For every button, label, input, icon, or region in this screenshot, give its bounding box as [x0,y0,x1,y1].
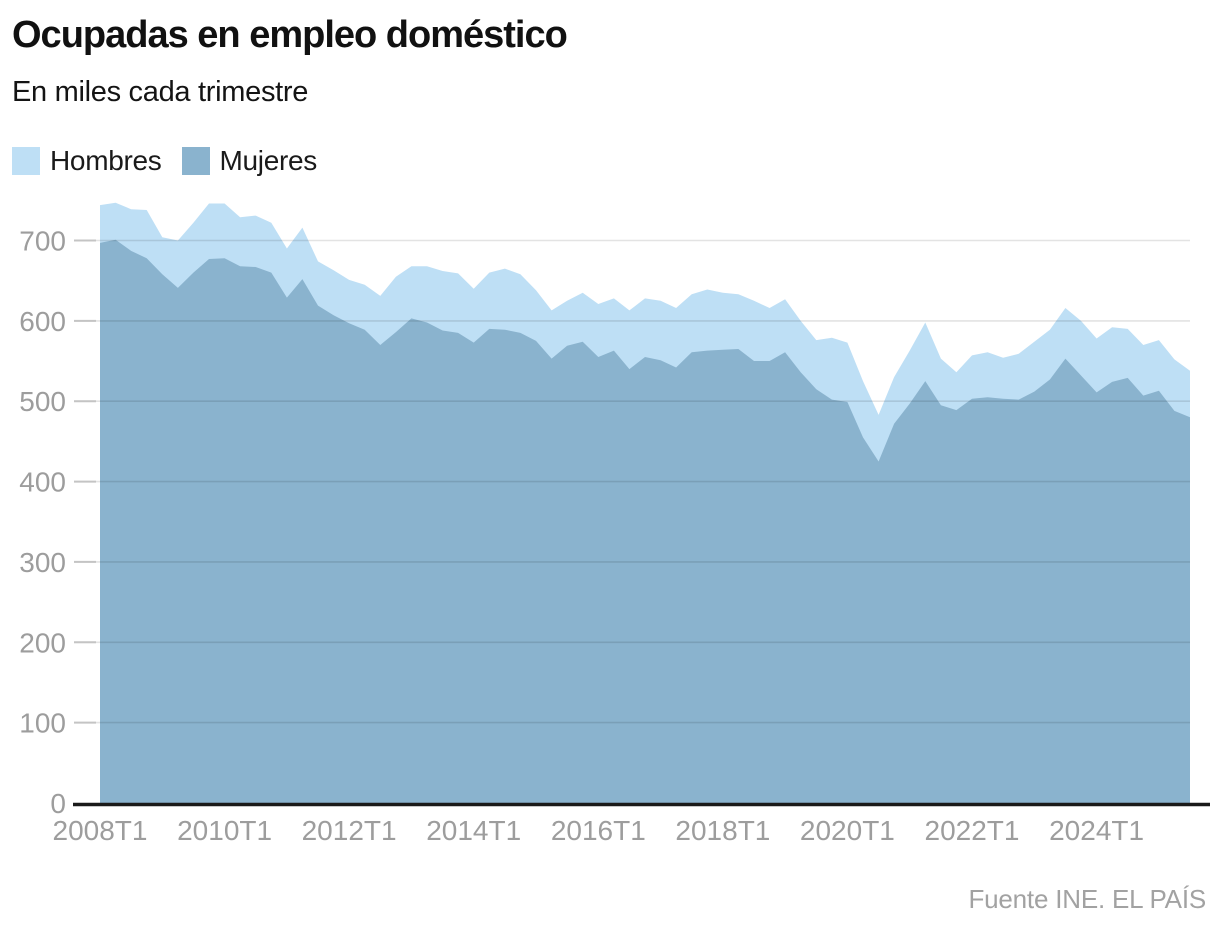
chart-title: Ocupadas en empleo doméstico [12,14,568,56]
x-tick-label: 2022T1 [925,815,1020,846]
y-tick-label: 600 [19,306,66,337]
x-tick-label: 2018T1 [675,815,770,846]
y-tick-label: 100 [19,708,66,739]
x-tick-label: 2020T1 [800,815,895,846]
source-note: Fuente INE. EL PAÍS [968,884,1206,914]
chart-subtitle: En miles cada trimestre [12,76,309,108]
legend-label-hombres: Hombres [50,145,162,176]
y-tick-label: 400 [19,467,66,498]
y-tick-label: 0 [50,788,66,819]
x-tick-label: 2024T1 [1049,815,1144,846]
x-tick-label: 2014T1 [426,815,521,846]
x-tick-label: 2012T1 [302,815,397,846]
legend-label-mujeres: Mujeres [219,145,318,176]
hombres-swatch [12,147,40,175]
legend-item-mujeres: Mujeres [181,145,318,177]
y-tick-label: 300 [19,547,66,578]
x-tick-label: 2010T1 [177,815,272,846]
legend: Hombres Mujeres [12,145,317,177]
x-tick-label: 2008T1 [53,815,148,846]
legend-item-hombres: Hombres [12,145,162,177]
x-tick-label: 2016T1 [551,815,646,846]
mujeres-swatch [181,147,210,175]
y-tick-label: 200 [19,627,66,658]
mujeres-area [100,239,1190,803]
y-tick-label: 700 [19,226,66,257]
y-tick-label: 500 [19,386,66,417]
